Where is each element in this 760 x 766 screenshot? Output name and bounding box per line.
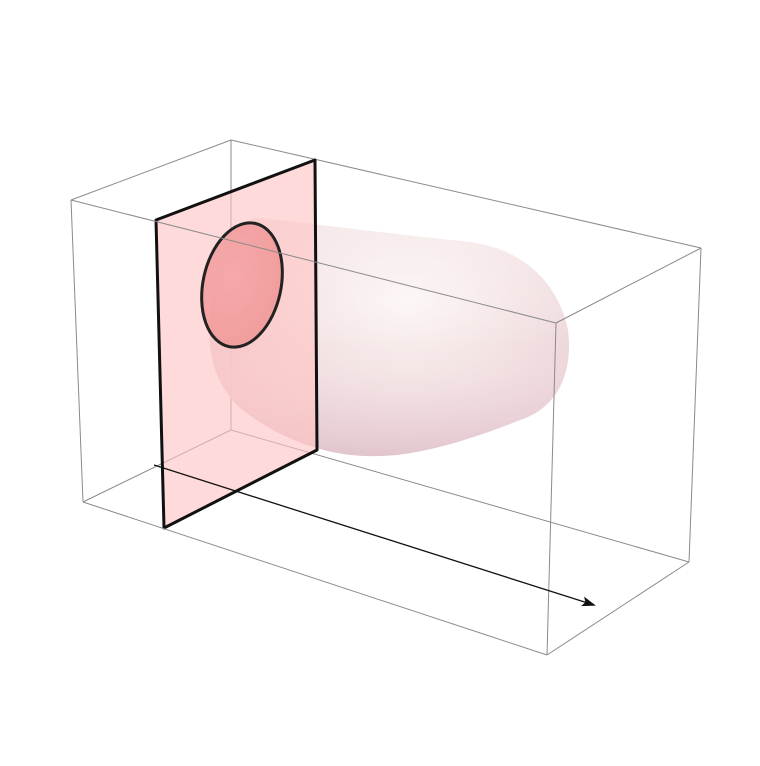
direction-arrow (154, 465, 594, 605)
box-edge (547, 562, 689, 655)
arrow-shaft (154, 465, 594, 605)
box-edge (689, 248, 701, 562)
box-edge (71, 200, 83, 502)
box-edge (71, 140, 231, 200)
box-edge (83, 502, 547, 655)
box-edge (556, 248, 701, 323)
